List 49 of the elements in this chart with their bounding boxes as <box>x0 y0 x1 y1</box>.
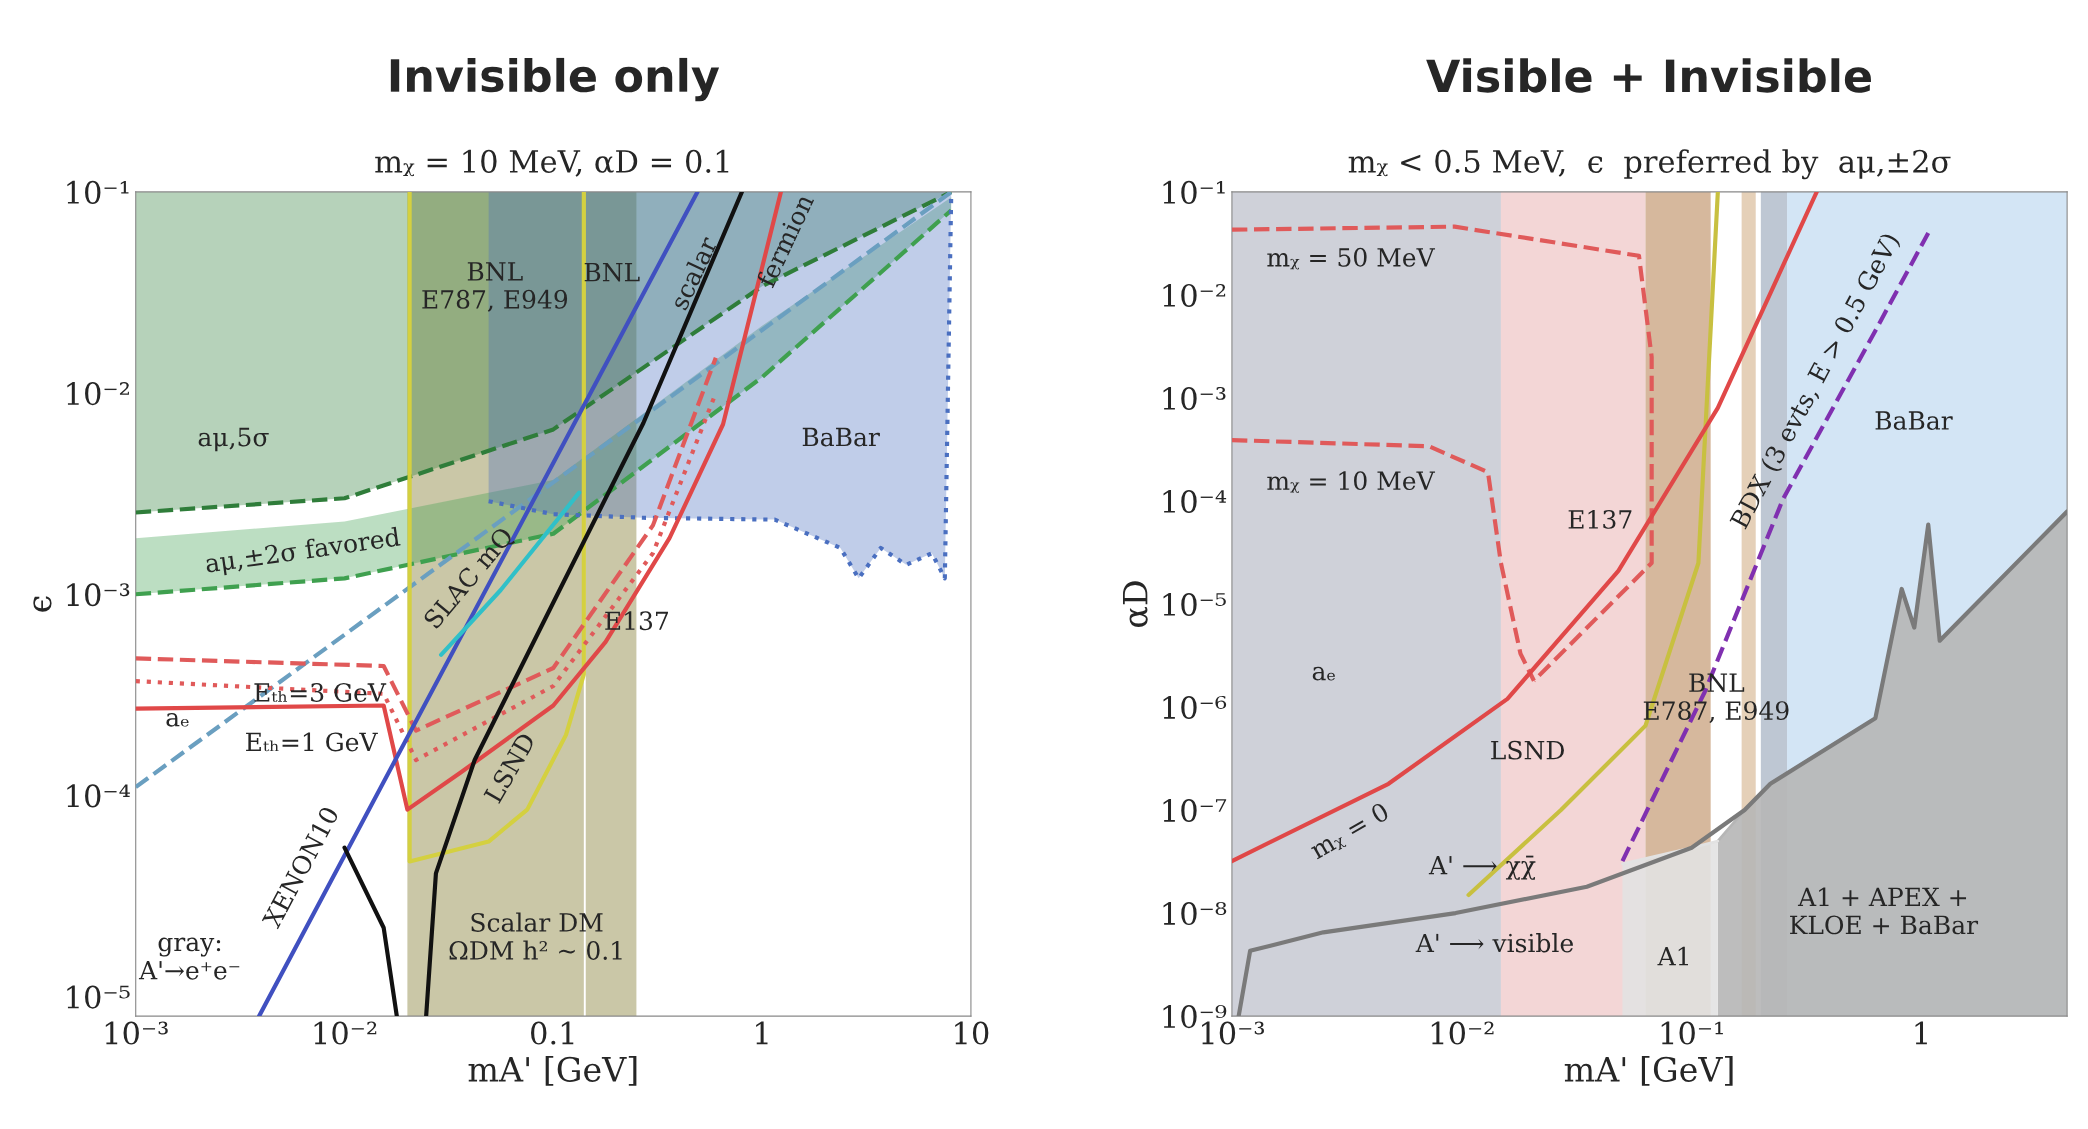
annotation: aₑ <box>166 712 189 727</box>
y-tick-label: 10⁻² <box>67 382 129 406</box>
y-tick-label: 10⁻³ <box>1163 386 1226 411</box>
annotation: aμ,5σ <box>198 427 269 452</box>
annotation: BNL E787, E949 <box>422 262 568 312</box>
annotation: Scalar DM ΩDM h² ~ 0.1 <box>449 912 622 960</box>
annotation: scalar <box>668 234 719 311</box>
annotation: aμ,±2σ favored <box>204 526 402 578</box>
annotation: Eₜₕ=1 GeV <box>246 732 378 752</box>
x-tick-label: 10⁻³ <box>105 1021 168 1045</box>
x-tick-label: 10⁻² <box>314 1021 377 1045</box>
y-axis-title: αD <box>1123 581 1148 627</box>
annotation: E137 <box>1568 509 1632 529</box>
annotation: LSND <box>1491 740 1564 760</box>
y-tick-label: 10⁻⁷ <box>1163 798 1227 823</box>
x-tick-label: 10⁻¹ <box>1661 1021 1723 1045</box>
annotation: gray: A'→e⁺e⁻ <box>138 937 240 980</box>
x-tick-label: 10⁻² <box>1431 1021 1494 1045</box>
y-tick-label: 10⁻¹ <box>1163 180 1225 204</box>
x-tick-label: 10 <box>955 1021 989 1045</box>
y-tick-label: 10⁻³ <box>67 583 130 607</box>
y-tick-label: 10⁻⁴ <box>67 784 130 808</box>
annotation: A1 + APEX + KLOE + BaBar <box>1790 887 1979 935</box>
annotation: A' ⟶ visible <box>1415 933 1573 953</box>
annotation: BaBar <box>1875 411 1953 430</box>
y-tick-label: 10⁻⁸ <box>1163 902 1227 926</box>
x-tick-label: 1 <box>1915 1021 1927 1045</box>
annotation: A1 <box>1657 946 1689 966</box>
y-tick-label: 10⁻⁵ <box>1163 592 1226 617</box>
annotation: mᵪ = 50 MeV <box>1267 247 1436 270</box>
y-tick-label: 10⁻⁵ <box>67 985 130 1009</box>
chart-subtitle: mᵪ < 0.5 MeV, ϵ preferred by aμ,±2σ <box>1348 149 1951 180</box>
x-tick-label: 0.1 <box>531 1021 574 1045</box>
y-tick-label: 10⁻¹ <box>67 180 129 204</box>
annotation: BaBar <box>802 427 880 447</box>
annotation: A' ⟶ χχ̄ <box>1428 855 1536 880</box>
x-tick-label: 1 <box>756 1021 768 1045</box>
chart-title: Visible + Invisible <box>1426 58 1871 93</box>
annotation: mᵪ = 0 <box>1308 801 1392 862</box>
annotation: aₑ <box>1312 666 1335 681</box>
y-tick-label: 10⁻⁴ <box>1163 489 1227 514</box>
y-axis-title: ϵ <box>33 596 52 612</box>
x-axis-title: mA' [GeV] <box>1564 1056 1733 1086</box>
chart-title: Invisible only <box>390 57 720 102</box>
annotation: mᵪ = 10 MeV <box>1267 471 1436 493</box>
y-tick-label: 10⁻⁶ <box>1163 695 1227 720</box>
chart-subtitle: mᵪ = 10 MeV, αD = 0.1 <box>375 149 729 177</box>
x-axis-title: mA' [GeV] <box>468 1056 637 1086</box>
y-tick-label: 10⁻² <box>1163 283 1226 307</box>
